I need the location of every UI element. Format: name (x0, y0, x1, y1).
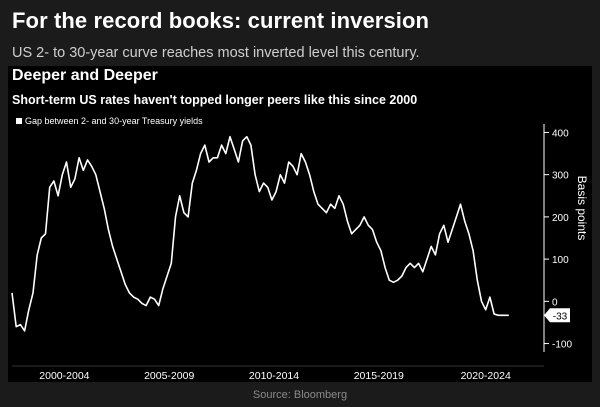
y-tick-label: 0 (552, 297, 558, 308)
headline: For the record books: current inversion (12, 8, 430, 33)
x-tick-label: 2015-2019 (354, 370, 404, 382)
axis-layer: 400 300 200 100 0 -100 Basis points -33 (543, 124, 589, 352)
x-tick-layer: 2000-2004 2005-2009 2010-2014 2015-2019 2020… (12, 365, 544, 382)
y-axis-label: Basis points (575, 176, 589, 241)
y-tick-label: -100 (552, 340, 572, 351)
y-tick-label: 100 (552, 255, 569, 266)
y-tick-label: 200 (552, 213, 569, 224)
legend-swatch (16, 118, 22, 124)
series-line-0 (11, 135, 509, 332)
chart-title: Deeper and Deeper (12, 67, 158, 84)
source-note: Source: Bloomberg (252, 389, 348, 401)
series-layer (11, 135, 509, 332)
chart-subtitle: Short-term US rates haven't topped longe… (12, 93, 418, 107)
x-tick-label: 2005-2009 (144, 370, 194, 382)
current-value-label: -33 (553, 311, 568, 322)
chart-panel: 400 300 200 100 0 -100 Basis points -33 2000-20… (8, 66, 592, 382)
chart-plot: 400 300 200 100 0 -100 Basis points -33 2000-20… (11, 124, 589, 382)
subheadline: US 2- to 30-year curve reaches most inve… (12, 45, 420, 61)
y-tick-label: 300 (552, 171, 569, 182)
legend: Gap between 2- and 30-year Treasury yiel… (16, 116, 203, 126)
x-tick-label: 2010-2014 (249, 370, 299, 382)
current-value-tag (544, 308, 570, 323)
y-tick-label: 400 (552, 128, 569, 139)
legend-label: Gap between 2- and 30-year Treasury yiel… (25, 116, 203, 126)
x-tick-label: 2000-2004 (39, 370, 89, 382)
x-tick-label: 2020-2024 (461, 370, 511, 382)
